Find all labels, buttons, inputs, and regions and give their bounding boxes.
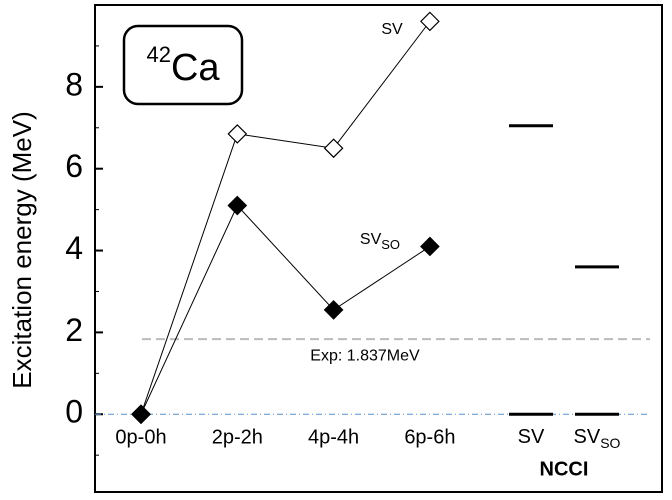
x-tick-label: 2p-2h bbox=[212, 426, 263, 448]
data-point bbox=[323, 300, 344, 320]
ncci-group-label: NCCI bbox=[540, 458, 589, 480]
y-tick-label: 8 bbox=[65, 66, 83, 102]
y-tick-label: 6 bbox=[65, 148, 83, 184]
nucleus-box bbox=[122, 24, 244, 106]
y-axis-label: Excitation energy (MeV) bbox=[7, 111, 37, 388]
series-label: SVSO bbox=[360, 231, 400, 252]
x-tick-label: 0p-0h bbox=[115, 426, 166, 448]
data-point bbox=[420, 236, 440, 257]
data-point bbox=[420, 11, 440, 32]
nucleus-label: 42Ca bbox=[146, 42, 220, 89]
series-name: SV bbox=[360, 231, 382, 248]
ncci-name: SV bbox=[518, 426, 545, 448]
ncci-name: SV bbox=[574, 426, 601, 448]
data-point bbox=[227, 195, 248, 216]
ncci-name-sub: SO bbox=[600, 435, 620, 451]
ncci-label: SV bbox=[518, 426, 545, 448]
series-label: SV bbox=[381, 21, 403, 38]
x-tick-label: 6p-6h bbox=[404, 426, 455, 448]
series-line bbox=[140, 204, 431, 415]
data-point bbox=[227, 124, 248, 144]
y-tick-label: 4 bbox=[65, 230, 83, 266]
data-point bbox=[323, 138, 344, 159]
plot-frame bbox=[94, 4, 663, 493]
x-tick-label: 4p-4h bbox=[308, 426, 359, 448]
y-tick-label: 2 bbox=[65, 312, 83, 348]
series-name-sub: SO bbox=[381, 237, 400, 252]
element-symbol: Ca bbox=[171, 47, 220, 89]
data-point bbox=[131, 404, 151, 425]
series-name: SV bbox=[381, 21, 403, 38]
ncci-label: SVSO bbox=[574, 426, 621, 450]
reference-label: Exp: 1.837MeV bbox=[310, 347, 420, 364]
series-line bbox=[140, 21, 431, 415]
y-tick-label: 0 bbox=[65, 394, 83, 430]
mass-number: 42 bbox=[146, 42, 170, 67]
